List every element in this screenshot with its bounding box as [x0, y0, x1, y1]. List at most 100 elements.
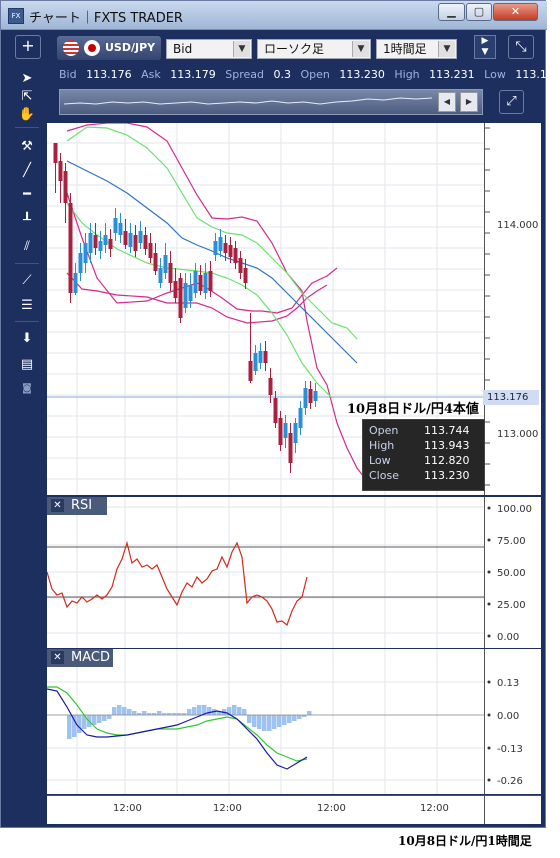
- candle-body: [213, 241, 218, 255]
- axis-tick: [487, 634, 491, 638]
- macd-histogram-bar: [237, 707, 242, 715]
- macd-histogram-bar: [147, 713, 152, 715]
- candle-body: [63, 171, 68, 203]
- quote-bar: Bid 113.176 Ask 113.179 Spread 0.3 Open …: [59, 68, 560, 81]
- horizontal-line-icon[interactable]: ━: [23, 187, 31, 202]
- ohlc-label: Open: [369, 424, 399, 437]
- price-type-value: Bid: [173, 42, 193, 56]
- vertical-line-icon[interactable]: ┸: [23, 213, 31, 228]
- macd-histogram-bar: [217, 711, 222, 715]
- macd-histogram-bar: [272, 715, 277, 729]
- candle-body: [178, 278, 183, 318]
- hammer-icon[interactable]: ⚒: [21, 139, 33, 154]
- candle-body: [88, 233, 93, 253]
- macd-histogram-bar: [257, 715, 262, 729]
- candle-body: [73, 273, 78, 293]
- macd-histogram-bar: [152, 713, 157, 715]
- download-icon[interactable]: ⬇: [21, 331, 33, 346]
- macd-histogram-bar: [247, 715, 252, 723]
- close-button[interactable]: ✕: [493, 3, 538, 21]
- maximize-button[interactable]: ▢: [466, 3, 492, 21]
- close-icon[interactable]: ✕: [51, 499, 64, 512]
- indicator-line: [66, 192, 338, 314]
- candle-body: [308, 389, 313, 403]
- bid-value: 113.176: [86, 68, 132, 81]
- hand-icon[interactable]: ✋: [18, 107, 36, 122]
- time-axis-label: 12:00: [420, 803, 449, 814]
- caption: 10月8日ドル/円1時間足: [398, 834, 532, 848]
- price-axis-label: 114.000: [497, 220, 539, 231]
- ohlc-value: 113.230: [424, 469, 470, 482]
- high-label: High: [394, 68, 420, 81]
- macd-axis-label: -0.26: [497, 776, 523, 787]
- title-bar[interactable]: FX チャート｜FXTS TRADER ▁ ▢ ✕: [1, 1, 547, 30]
- candle-body: [138, 231, 143, 243]
- candle-body: [218, 237, 223, 251]
- axis-tick: [487, 570, 491, 574]
- channel-icon[interactable]: ⫽: [24, 239, 30, 254]
- macd-histogram-bar: [287, 715, 292, 723]
- low-label: Low: [484, 68, 506, 81]
- rsi-axis-label: 0.00: [497, 632, 519, 643]
- macd-histogram-bar: [282, 715, 287, 725]
- candle-body: [288, 433, 293, 463]
- indicator-line: [66, 272, 328, 324]
- macd-histogram-bar: [292, 715, 297, 721]
- candle-body: [248, 361, 253, 381]
- zoom-button[interactable]: ⤢: [499, 90, 524, 114]
- symbol-selector[interactable]: USD/JPY: [57, 36, 161, 60]
- minimize-button[interactable]: ▁: [438, 3, 465, 21]
- candle-body: [148, 243, 153, 258]
- spread-label: Spread: [225, 68, 264, 81]
- candle-body: [173, 281, 178, 298]
- candle-body: [273, 398, 278, 423]
- price-type-dropdown[interactable]: Bid ▼: [166, 39, 252, 59]
- macd-histogram-bar: [162, 713, 167, 715]
- collapse-icon[interactable]: ⤡: [508, 35, 534, 59]
- candle-body: [233, 248, 238, 263]
- scroll-left-button[interactable]: ◀: [438, 92, 456, 112]
- candle-body: [103, 235, 108, 245]
- candle-body: [123, 231, 128, 245]
- rsi-axis-label: 25.00: [497, 600, 526, 611]
- ohlc-label: Low: [369, 454, 391, 467]
- indicator-line: [66, 126, 358, 340]
- chart-navigator[interactable]: ◀ ▶: [59, 89, 483, 115]
- macd-histogram-bar: [182, 713, 187, 715]
- timeframe-dropdown[interactable]: 1時間足 ▼: [376, 39, 457, 59]
- macd-pane[interactable]: [47, 649, 484, 794]
- candle-body: [203, 273, 208, 293]
- macd-histogram-bar: [262, 715, 267, 731]
- chart-type-dropdown[interactable]: ローソク足 ▼: [257, 39, 371, 59]
- navigator-sparkline: [63, 97, 433, 105]
- rsi-pane[interactable]: [47, 497, 484, 648]
- macd-histogram-bar: [82, 715, 87, 729]
- toolbar-scroll-button[interactable]: ▶ ▼: [474, 35, 496, 59]
- time-axis-label: 12:00: [113, 803, 142, 814]
- add-chart-button[interactable]: +: [15, 35, 41, 59]
- fan-icon[interactable]: ⟋: [22, 273, 32, 288]
- macd-histogram-bar: [227, 707, 232, 715]
- scroll-right-button[interactable]: ▶: [460, 92, 478, 112]
- ohlc-label: High: [369, 439, 395, 452]
- macd-line: [47, 688, 308, 770]
- macd-histogram-bar: [192, 707, 197, 715]
- cursor-icon[interactable]: ➤: [21, 71, 33, 86]
- trendline-icon[interactable]: ╱: [23, 163, 31, 178]
- candle-body: [168, 263, 173, 283]
- macd-histogram-bar: [302, 715, 307, 717]
- crosshair-icon[interactable]: ⇱: [21, 89, 33, 104]
- list-icon[interactable]: ▤: [20, 357, 34, 372]
- camera-icon[interactable]: ◙: [22, 383, 32, 394]
- candle-body: [78, 253, 83, 273]
- fibonacci-icon[interactable]: ☰: [21, 298, 33, 313]
- macd-histogram-bar: [187, 709, 192, 715]
- macd-axis-label: -0.13: [497, 744, 523, 755]
- main-chart-plot[interactable]: [47, 123, 484, 495]
- candle-body: [108, 239, 113, 249]
- close-icon[interactable]: ✕: [51, 651, 64, 664]
- macd-histogram-bar: [297, 715, 302, 719]
- candle-body: [98, 241, 103, 251]
- tool-divider: [15, 127, 39, 128]
- candle-body: [283, 423, 288, 438]
